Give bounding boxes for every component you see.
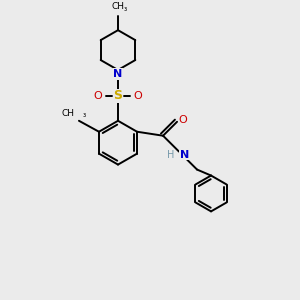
Text: O: O: [94, 91, 102, 101]
Text: CH: CH: [112, 2, 124, 11]
Text: O: O: [179, 115, 188, 125]
Text: H: H: [167, 150, 174, 160]
Text: N: N: [180, 150, 189, 160]
Text: CH: CH: [62, 109, 75, 118]
Text: S: S: [113, 89, 122, 102]
Text: N: N: [113, 69, 123, 79]
Text: ₃: ₃: [83, 110, 86, 119]
Text: O: O: [134, 91, 142, 101]
Text: ₃: ₃: [124, 4, 127, 13]
